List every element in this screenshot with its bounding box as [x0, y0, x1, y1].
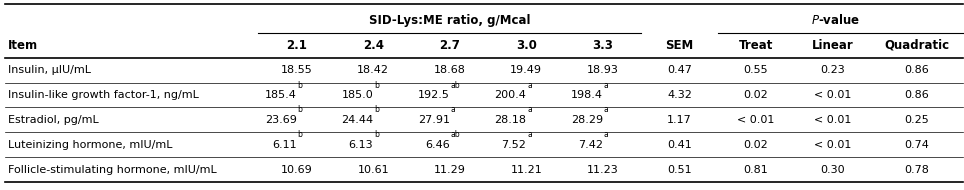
Text: a: a: [603, 81, 608, 89]
Text: 10.61: 10.61: [358, 165, 389, 175]
Text: Linear: Linear: [812, 39, 853, 51]
Text: 0.86: 0.86: [904, 90, 929, 100]
Text: 192.5: 192.5: [417, 90, 450, 100]
Text: 0.47: 0.47: [667, 65, 692, 75]
Text: 0.23: 0.23: [820, 65, 844, 75]
Text: Luteinizing hormone, mIU/mL: Luteinizing hormone, mIU/mL: [8, 140, 173, 150]
Text: 0.02: 0.02: [743, 90, 768, 100]
Text: 185.4: 185.4: [265, 90, 297, 100]
Text: Quadratic: Quadratic: [884, 39, 950, 51]
Text: Follicle-stimulating hormone, mIU/mL: Follicle-stimulating hormone, mIU/mL: [8, 165, 217, 175]
Text: 6.13: 6.13: [349, 140, 373, 150]
Text: 11.21: 11.21: [510, 165, 542, 175]
Text: Insulin-like growth factor-1, ng/mL: Insulin-like growth factor-1, ng/mL: [8, 90, 199, 100]
Text: 7.42: 7.42: [577, 140, 602, 150]
Text: 19.49: 19.49: [510, 65, 543, 75]
Text: 3.3: 3.3: [593, 39, 613, 51]
Text: 2.1: 2.1: [286, 39, 308, 51]
Text: b: b: [374, 81, 379, 89]
Text: b: b: [374, 105, 379, 115]
Text: 200.4: 200.4: [495, 90, 526, 100]
Text: 0.30: 0.30: [820, 165, 844, 175]
Text: b: b: [298, 131, 303, 139]
Text: a: a: [527, 105, 532, 115]
Text: a: a: [603, 131, 608, 139]
Text: b: b: [298, 81, 303, 89]
Text: 185.0: 185.0: [341, 90, 373, 100]
Text: 2.4: 2.4: [362, 39, 384, 51]
Text: 6.46: 6.46: [425, 140, 450, 150]
Text: a: a: [527, 131, 532, 139]
Text: 23.69: 23.69: [265, 115, 297, 125]
Text: 28.18: 28.18: [495, 115, 526, 125]
Text: < 0.01: < 0.01: [737, 115, 775, 125]
Text: 3.0: 3.0: [516, 39, 537, 51]
Text: 0.51: 0.51: [667, 165, 692, 175]
Text: SEM: SEM: [665, 39, 693, 51]
Text: 18.42: 18.42: [358, 65, 389, 75]
Text: 18.93: 18.93: [587, 65, 619, 75]
Text: 18.55: 18.55: [281, 65, 312, 75]
Text: b: b: [374, 131, 379, 139]
Text: 0.55: 0.55: [743, 65, 768, 75]
Text: 6.11: 6.11: [272, 140, 297, 150]
Text: 11.29: 11.29: [434, 165, 466, 175]
Text: a: a: [603, 105, 608, 115]
Text: a: a: [451, 105, 455, 115]
Text: 1.17: 1.17: [667, 115, 692, 125]
Text: < 0.01: < 0.01: [814, 115, 851, 125]
Text: 11.23: 11.23: [587, 165, 619, 175]
Text: 2.7: 2.7: [440, 39, 460, 51]
Text: 0.25: 0.25: [904, 115, 929, 125]
Text: < 0.01: < 0.01: [814, 140, 851, 150]
Text: 0.86: 0.86: [904, 65, 929, 75]
Text: 10.69: 10.69: [281, 165, 312, 175]
Text: Insulin, μIU/mL: Insulin, μIU/mL: [8, 65, 91, 75]
Text: ab: ab: [451, 131, 461, 139]
Text: Estradiol, pg/mL: Estradiol, pg/mL: [8, 115, 98, 125]
Text: 4.32: 4.32: [667, 90, 692, 100]
Text: $\it{P}$-value: $\it{P}$-value: [811, 13, 860, 27]
Text: Item: Item: [8, 39, 38, 51]
Text: Treat: Treat: [738, 39, 773, 51]
Text: 0.02: 0.02: [743, 140, 768, 150]
Text: b: b: [298, 105, 303, 115]
Text: 18.68: 18.68: [434, 65, 466, 75]
Text: 27.91: 27.91: [417, 115, 450, 125]
Text: 7.52: 7.52: [501, 140, 526, 150]
Text: 0.41: 0.41: [667, 140, 692, 150]
Text: 28.29: 28.29: [571, 115, 602, 125]
Text: 0.78: 0.78: [904, 165, 929, 175]
Text: 0.74: 0.74: [904, 140, 929, 150]
Text: a: a: [527, 81, 532, 89]
Text: < 0.01: < 0.01: [814, 90, 851, 100]
Text: 24.44: 24.44: [341, 115, 373, 125]
Text: SID-Lys:ME ratio, g/Mcal: SID-Lys:ME ratio, g/Mcal: [369, 14, 530, 27]
Text: ab: ab: [451, 81, 461, 89]
Text: 198.4: 198.4: [571, 90, 602, 100]
Text: 0.81: 0.81: [743, 165, 768, 175]
